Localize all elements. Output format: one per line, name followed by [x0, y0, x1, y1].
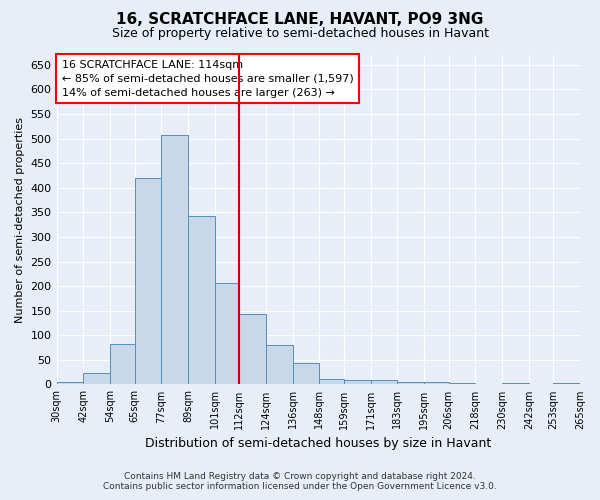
Bar: [293, 363, 319, 384]
Y-axis label: Number of semi-detached properties: Number of semi-detached properties: [15, 116, 25, 322]
Bar: [161, 135, 188, 384]
Text: Contains HM Land Registry data © Crown copyright and database right 2024.
Contai: Contains HM Land Registry data © Crown c…: [103, 472, 497, 491]
Bar: [83, 373, 110, 384]
Text: 16, SCRATCHFACE LANE, HAVANT, PO9 3NG: 16, SCRATCHFACE LANE, HAVANT, PO9 3NG: [116, 12, 484, 28]
Bar: [134, 178, 161, 384]
Bar: [424, 382, 449, 384]
Bar: [371, 380, 397, 384]
Bar: [215, 282, 239, 384]
X-axis label: Distribution of semi-detached houses by size in Havant: Distribution of semi-detached houses by …: [145, 437, 491, 450]
Bar: [239, 314, 266, 384]
Bar: [266, 345, 293, 385]
Bar: [344, 380, 371, 384]
Text: Size of property relative to semi-detached houses in Havant: Size of property relative to semi-detach…: [112, 28, 488, 40]
Bar: [188, 216, 215, 384]
Bar: [397, 382, 424, 384]
Bar: [319, 378, 344, 384]
Text: 16 SCRATCHFACE LANE: 114sqm
← 85% of semi-detached houses are smaller (1,597)
14: 16 SCRATCHFACE LANE: 114sqm ← 85% of sem…: [62, 60, 353, 98]
Bar: [110, 344, 134, 384]
Bar: [56, 382, 83, 384]
